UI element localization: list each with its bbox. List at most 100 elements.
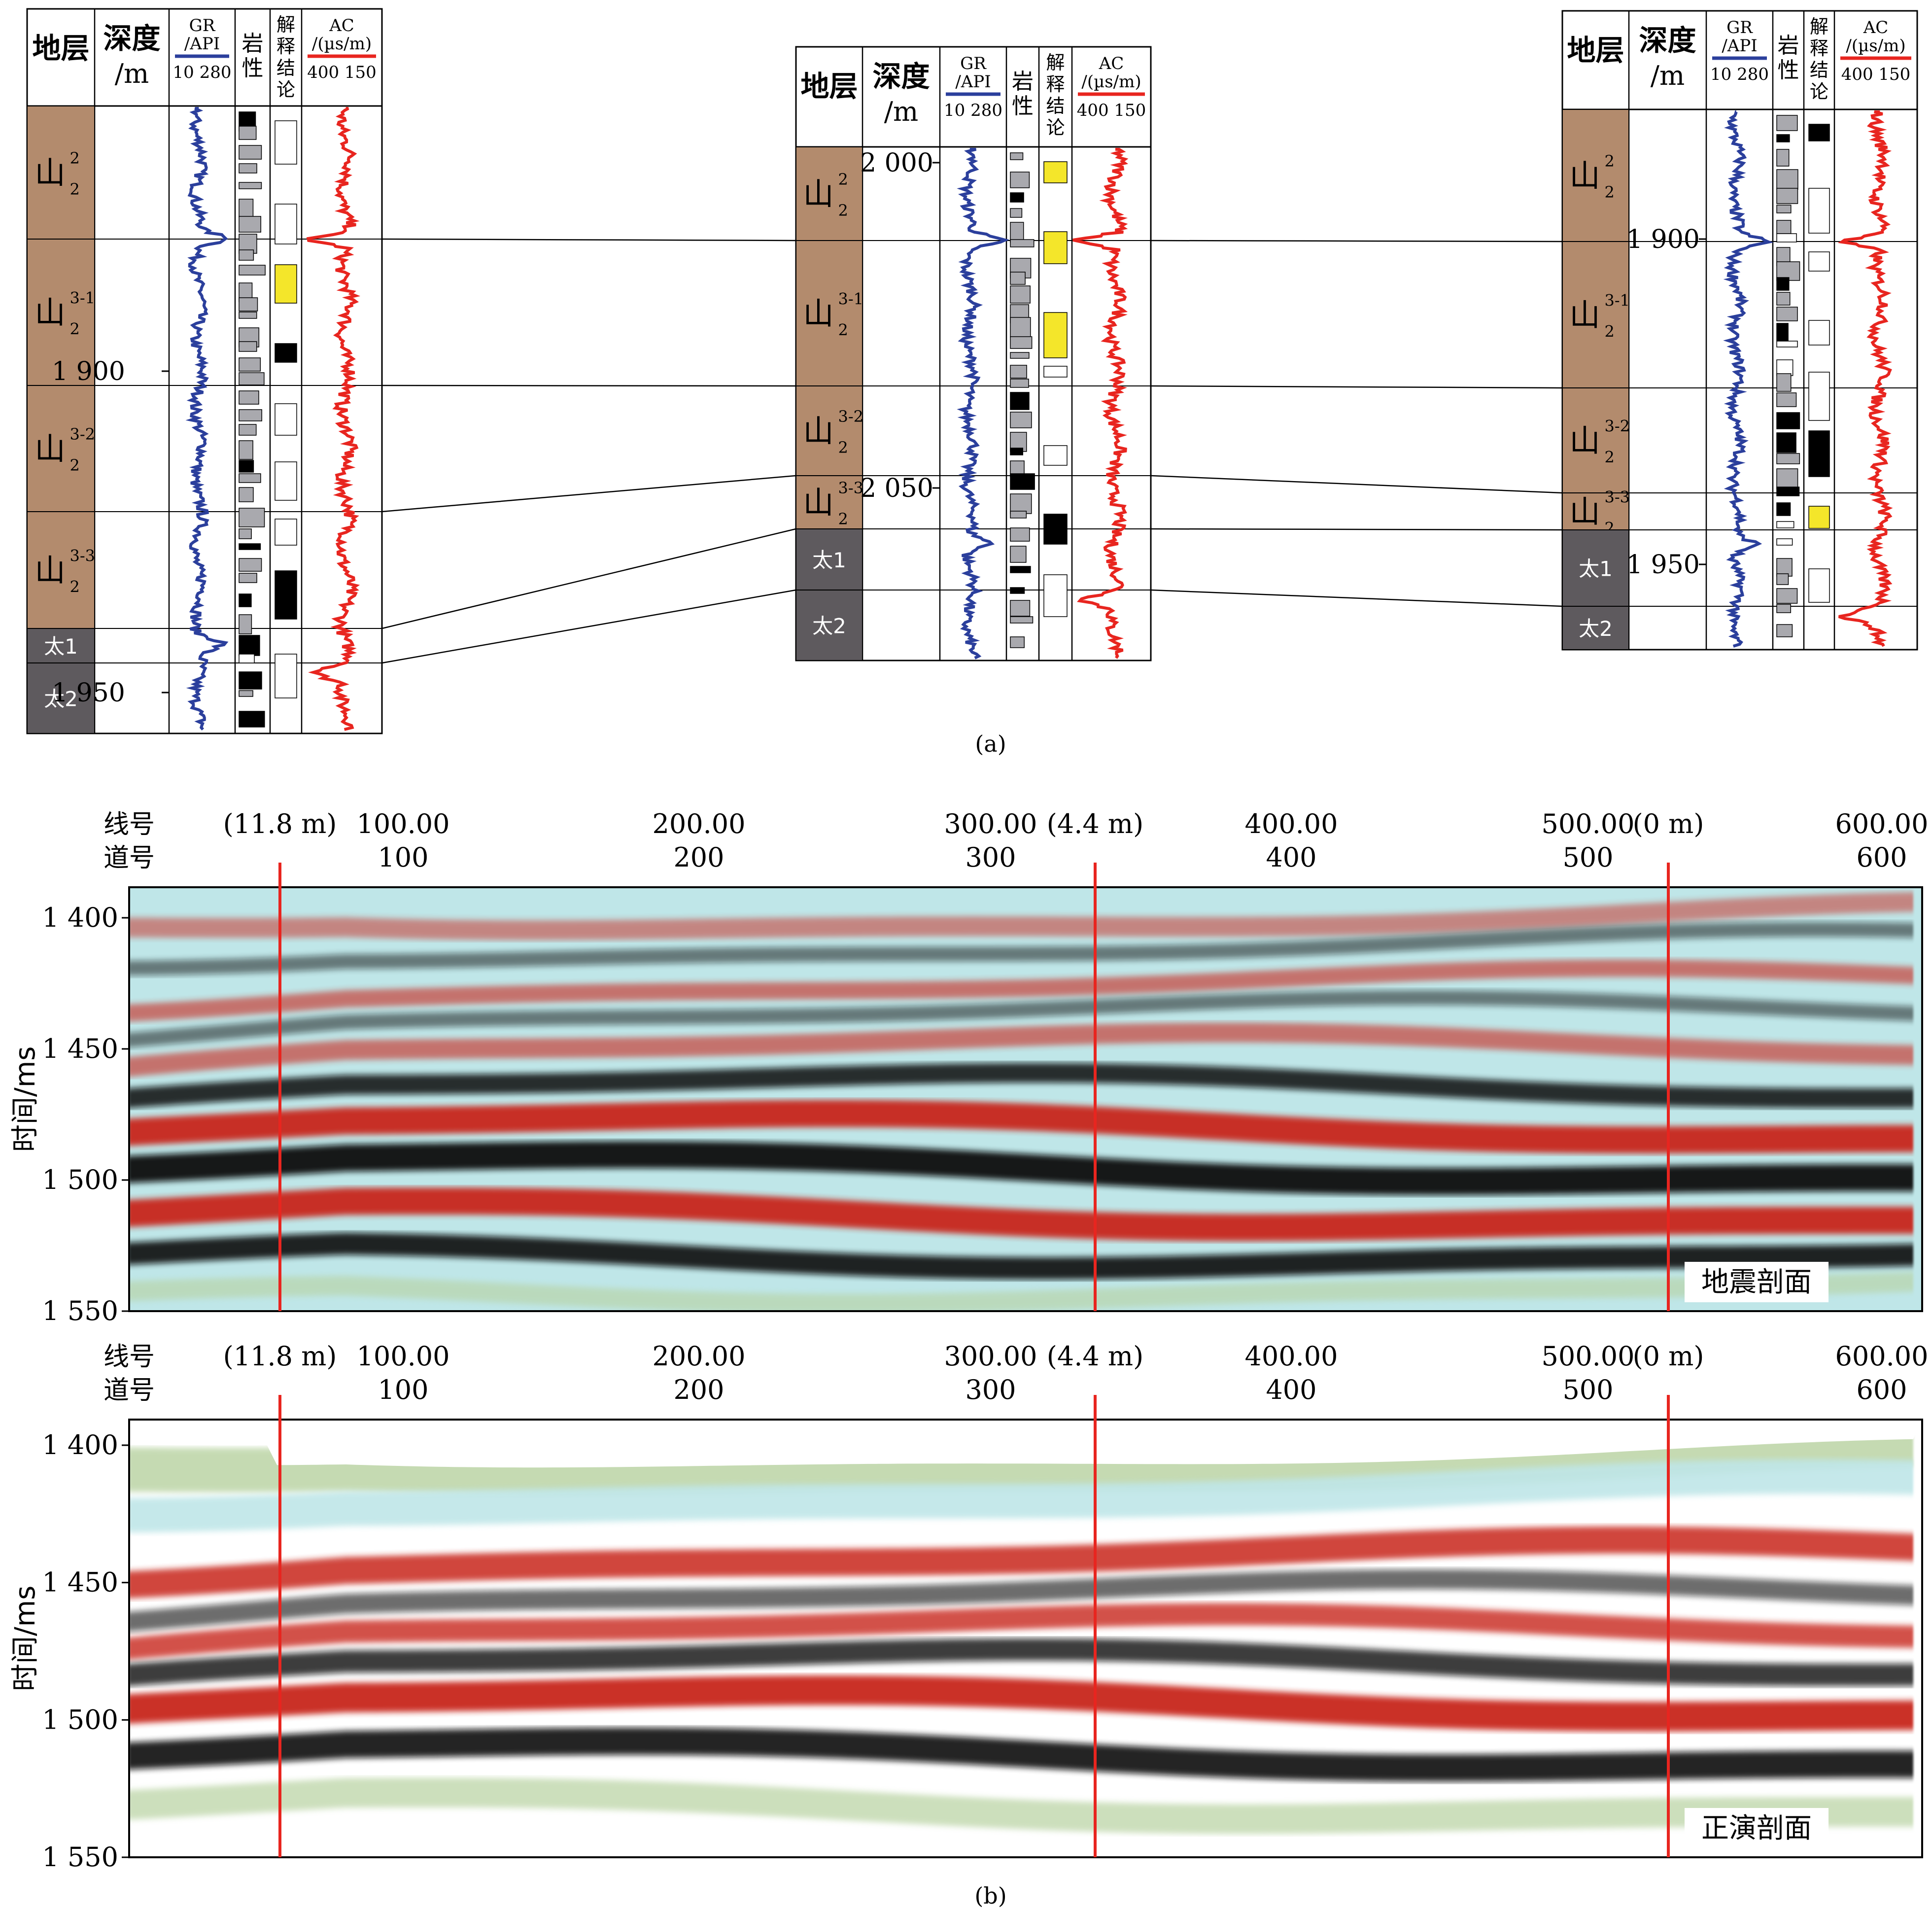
- section-frame: [128, 886, 1923, 1312]
- ac-header: AC: [329, 16, 354, 35]
- strata-header: 地层: [32, 32, 89, 65]
- strata-sup: 3-1: [838, 290, 864, 309]
- reflection-band: [129, 1728, 1913, 1782]
- lithology-bed: [1776, 558, 1793, 577]
- interpretation-mark: [1043, 312, 1068, 358]
- lithology-bed: [1776, 169, 1798, 190]
- lithology-bed: [239, 558, 262, 572]
- lithology-bed: [1010, 239, 1035, 247]
- trace-number-label: 道号: [104, 843, 155, 873]
- lithology-bed: [1010, 352, 1030, 359]
- reflection-band: [129, 959, 1913, 1022]
- lithology-bed: [1010, 493, 1032, 514]
- reflection-band: [129, 1232, 1913, 1280]
- trace-tick-label: 100: [378, 1374, 428, 1405]
- interp-header: 结: [276, 57, 295, 79]
- depth-unit: /m: [115, 58, 149, 89]
- strata-sup: 3-2: [70, 425, 96, 444]
- strata-block: [27, 662, 95, 734]
- lithology-bed: [1776, 373, 1792, 392]
- gr-header: GR: [960, 54, 987, 73]
- lithology-bed: [1010, 379, 1029, 388]
- lithology-bed: [1776, 277, 1790, 291]
- line-tick-label: 400.00: [1245, 1341, 1338, 1372]
- correlation-line: [1150, 240, 1563, 243]
- gr-curve: [185, 107, 229, 730]
- gr-unit: /API: [1722, 36, 1757, 56]
- caption-a: (a): [975, 730, 1006, 757]
- lithology-bed: [1010, 272, 1026, 285]
- lithology-bed: [239, 671, 262, 690]
- interpretation-mark: [1043, 231, 1068, 264]
- strata-sup: 3-2: [838, 407, 864, 426]
- time-axis-label: 时间/ms: [9, 1046, 41, 1152]
- gr-unit: /API: [184, 34, 220, 54]
- depth-unit: /m: [884, 96, 918, 127]
- strata-label: 太2: [44, 687, 78, 711]
- lithology-bed: [1010, 317, 1031, 338]
- reflection-band: [129, 892, 1913, 940]
- gr-header: GR: [1726, 18, 1753, 37]
- ac-unit: /(µs/m): [1081, 72, 1141, 92]
- time-tick-label: 1 500: [42, 1704, 118, 1735]
- lithology-bed: [1010, 285, 1031, 304]
- lithology-bed: [1776, 323, 1789, 341]
- seismic-panel: 线号道号100.00100200.00200300.00300400.00400…: [9, 808, 1928, 1909]
- time-tick-label: 1 400: [42, 902, 118, 933]
- lithology-bed: [239, 297, 258, 312]
- interpretation-mark: [1808, 320, 1830, 346]
- strata-block: [795, 146, 863, 241]
- strata-label: 山: [1569, 297, 1600, 333]
- trace-tick-label: 200: [673, 842, 724, 873]
- interpretation-mark: [275, 519, 297, 546]
- reflection-band: [129, 1022, 1913, 1077]
- strata-label: 山: [803, 176, 833, 212]
- lithology-bed: [239, 573, 257, 583]
- lithology-bed: [239, 635, 260, 656]
- strata-sub: 2: [838, 438, 848, 457]
- strata-block: [27, 385, 95, 512]
- strata-sub: 2: [1605, 322, 1615, 341]
- interpretation-mark: [1808, 430, 1830, 477]
- lithology-bed: [239, 126, 257, 140]
- strata-label: 山: [34, 295, 65, 331]
- lithology-bed: [1010, 392, 1030, 410]
- interpretation-mark: [1808, 506, 1830, 529]
- strata-label: 山: [803, 485, 833, 521]
- depth-header: 深度: [1639, 24, 1696, 57]
- depth-label: 2 050: [860, 474, 933, 503]
- reflection-band: [129, 1187, 1913, 1241]
- section-body: [129, 1420, 1922, 1857]
- lithology-bed: [1776, 486, 1800, 496]
- lithology-bed: [1010, 208, 1023, 218]
- strata-block: [27, 511, 95, 629]
- lithology-bed: [1776, 188, 1798, 204]
- lithology-bed: [1776, 573, 1789, 585]
- ac-curve: [1837, 110, 1893, 647]
- lithology-bed: [1776, 341, 1798, 347]
- lithology-bed: [1776, 307, 1798, 321]
- interpretation-mark: [275, 204, 297, 244]
- line-tick-label: 100.00: [357, 808, 450, 839]
- correlation-line: [381, 238, 796, 242]
- reflection-band: [129, 1638, 1913, 1686]
- lithology-bed: [239, 249, 254, 261]
- interpretation-mark: [1808, 372, 1830, 421]
- lithology-bed: [1776, 359, 1794, 376]
- line-tick-label: 500.00: [1542, 808, 1635, 839]
- line-tick-label: 300.00: [944, 1341, 1037, 1372]
- reflection-band: [129, 1675, 1913, 1732]
- depth-label: 1 950: [1626, 550, 1700, 580]
- interpretation-mark: [1043, 514, 1068, 545]
- interp-header: 论: [276, 79, 295, 101]
- litho-header: 性: [242, 56, 264, 81]
- interpretation-mark: [275, 570, 297, 620]
- time-axis-label: 时间/ms: [9, 1586, 41, 1692]
- line-tick-label: 600.00: [1835, 1341, 1929, 1372]
- well-marker-label: (11.8 m): [223, 1341, 337, 1372]
- line-tick-label: 100.00: [357, 1341, 450, 1372]
- time-tick-label: 1 550: [42, 1842, 118, 1873]
- blank-mask: [129, 1420, 1922, 1468]
- lithology-bed: [239, 460, 254, 473]
